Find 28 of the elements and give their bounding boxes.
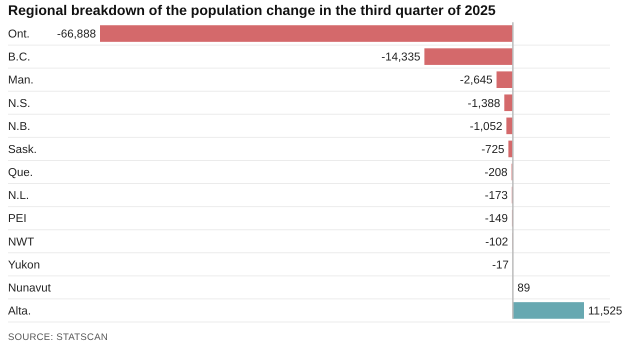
data-label: -1,052 [470, 120, 502, 133]
data-label: -66,888 [56, 28, 96, 41]
data-label: -14,335 [381, 52, 420, 64]
y-tick-label: Alta. [8, 305, 32, 318]
y-tick-label: PEI [8, 213, 27, 226]
y-tick-label: N.L. [8, 190, 30, 202]
y-tick-label: Man. [8, 74, 34, 87]
data-label: -102 [485, 236, 508, 248]
y-tick-label: Sask. [8, 144, 37, 156]
y-tick-label: Nunavut [8, 282, 52, 294]
data-label: 89 [517, 282, 530, 294]
source-note: SOURCE: STATSCAN [8, 332, 108, 343]
data-label: -208 [484, 167, 508, 180]
data-label: -2,645 [460, 74, 493, 87]
data-label: -1,388 [468, 98, 500, 110]
y-tick-label: N.S. [8, 98, 30, 110]
y-tick-label: B.C. [8, 52, 30, 64]
data-label: -173 [484, 190, 508, 202]
y-tick-label: Yukon [8, 259, 40, 272]
y-tick-label: Que. [8, 167, 33, 180]
y-tick-label: NWT [8, 236, 34, 248]
chart-title: Regional breakdown of the population change in the third quarter of 2025 [8, 2, 496, 18]
data-label: -725 [481, 144, 504, 156]
data-label: 11,525 [588, 305, 622, 318]
data-label: -17 [492, 259, 509, 272]
data-label: -149 [484, 213, 508, 226]
y-tick-label: N.B. [8, 120, 30, 133]
y-tick-label: Ont. [8, 28, 30, 41]
